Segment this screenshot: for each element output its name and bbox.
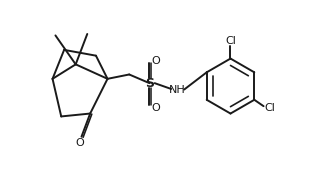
Text: S: S bbox=[145, 77, 154, 90]
Text: Cl: Cl bbox=[265, 103, 275, 113]
Text: O: O bbox=[151, 57, 160, 66]
Text: NH: NH bbox=[169, 85, 186, 95]
Text: O: O bbox=[151, 103, 160, 113]
Text: O: O bbox=[76, 138, 84, 148]
Text: Cl: Cl bbox=[225, 36, 236, 46]
